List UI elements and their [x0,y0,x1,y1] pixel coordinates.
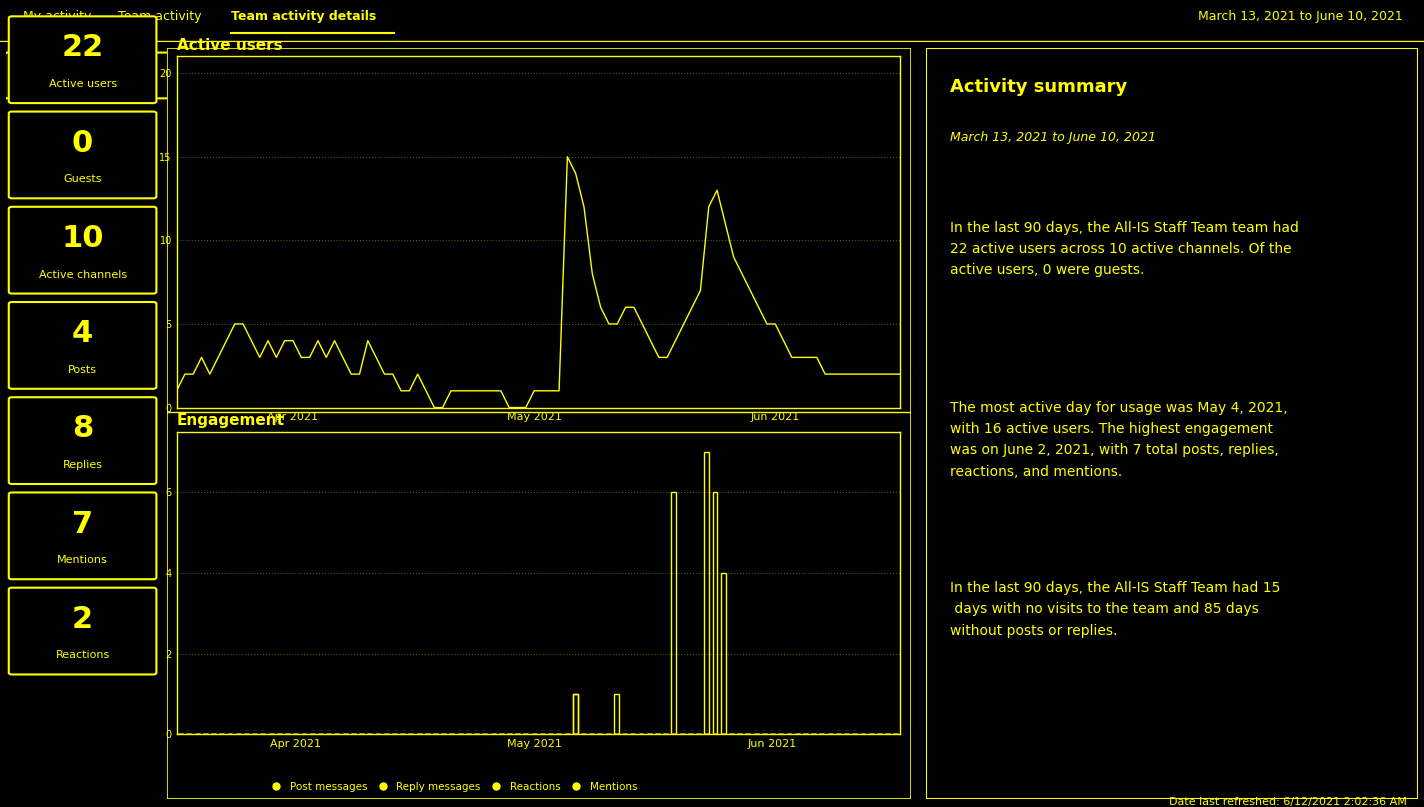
Text: 7: 7 [73,509,93,538]
Bar [672,492,676,734]
Text: The most active day for usage was May 4, 2021,
with 16 active users. The highest: The most active day for usage was May 4,… [950,401,1287,479]
Text: Date last refreshed: 6/12/2021 2:02:36 AM: Date last refreshed: 6/12/2021 2:02:36 A… [1169,797,1407,807]
Text: Reactions: Reactions [56,650,110,660]
Text: Active users: Active users [48,79,117,89]
FancyBboxPatch shape [9,16,157,103]
Text: 4: 4 [73,319,93,348]
Text: 2: 2 [73,604,93,633]
Text: 22: 22 [61,33,104,62]
Text: In the last 90 days, the All-IS Staff Team had 15
 days with no visits to the te: In the last 90 days, the All-IS Staff Te… [950,581,1280,638]
Text: In the last 90 days, the All-IS Staff Team team had
22 active users across 10 ac: In the last 90 days, the All-IS Staff Te… [950,221,1299,278]
FancyBboxPatch shape [9,111,157,199]
Text: Activity summary: Activity summary [950,78,1128,97]
FancyBboxPatch shape [9,207,157,294]
Text: Engagement: Engagement [177,413,285,428]
FancyBboxPatch shape [9,397,157,484]
Text: ⌄: ⌄ [308,68,320,83]
Legend: Post messages, Reply messages, Reactions, Mentions: Post messages, Reply messages, Reactions… [262,777,641,796]
Text: March 13, 2021 to June 10, 2021: March 13, 2021 to June 10, 2021 [950,131,1156,144]
Text: 0: 0 [73,128,93,157]
FancyBboxPatch shape [9,302,157,389]
Text: 10: 10 [61,224,104,253]
Bar [705,452,709,734]
Text: 8: 8 [73,414,93,443]
Bar [721,573,726,734]
Text: Active users: Active users [177,38,282,52]
Text: My activity: My activity [23,10,91,23]
Text: Replies: Replies [63,460,103,470]
Text: March 13, 2021 to June 10, 2021: March 13, 2021 to June 10, 2021 [1198,10,1403,23]
Text: Posts: Posts [68,365,97,374]
FancyBboxPatch shape [6,52,340,98]
Legend: Owners + Members, Guests: Owners + Members, Guests [306,441,524,460]
Bar [712,492,718,734]
Text: All-IS Staff Team: All-IS Staff Team [23,69,135,82]
Text: Mentions: Mentions [57,555,108,565]
FancyBboxPatch shape [9,492,157,579]
Bar [572,694,578,734]
Text: Guests: Guests [63,174,103,184]
Text: Team activity: Team activity [118,10,202,23]
Text: Active channels: Active channels [38,270,127,279]
Bar [572,694,578,734]
FancyBboxPatch shape [9,587,157,675]
Text: Team activity details: Team activity details [231,10,376,23]
Bar [614,694,619,734]
